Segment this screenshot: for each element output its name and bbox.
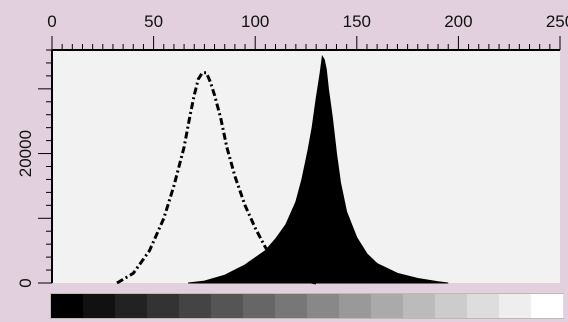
y-axis: 0 20000 — [16, 49, 53, 288]
x-tick-label: 0 — [47, 12, 56, 31]
gradient-step — [339, 294, 372, 318]
x-tick-label: 200 — [444, 12, 472, 31]
series-layer — [116, 55, 449, 285]
x-tick-label: 50 — [144, 12, 163, 31]
gradient-step — [467, 294, 500, 318]
gradient-step — [243, 294, 276, 318]
gradient-step — [115, 294, 148, 318]
gradient-step — [211, 294, 244, 318]
gradient-step — [403, 294, 436, 318]
x-tick-label: 250 — [546, 12, 568, 31]
gradient-step — [83, 294, 116, 318]
gradient-step — [435, 294, 468, 318]
gradient-step — [51, 294, 84, 318]
gradient-step — [307, 294, 340, 318]
gradient-step — [371, 294, 404, 318]
y-tick-label: 0 — [16, 278, 35, 287]
x-tick-label: 150 — [343, 12, 371, 31]
gradient-step — [147, 294, 180, 318]
series-0-line — [116, 71, 317, 285]
gradient-step — [179, 294, 212, 318]
grayscale-gradient-bar — [50, 293, 564, 319]
y-tick-label: 20000 — [16, 130, 35, 177]
gradient-step — [275, 294, 308, 318]
x-tick-label: 100 — [241, 12, 269, 31]
gradient-step — [531, 294, 564, 318]
gradient-step — [499, 294, 532, 318]
series-1-area — [188, 55, 449, 284]
x-axis: 0 50 100 150 200 250 — [47, 12, 568, 51]
